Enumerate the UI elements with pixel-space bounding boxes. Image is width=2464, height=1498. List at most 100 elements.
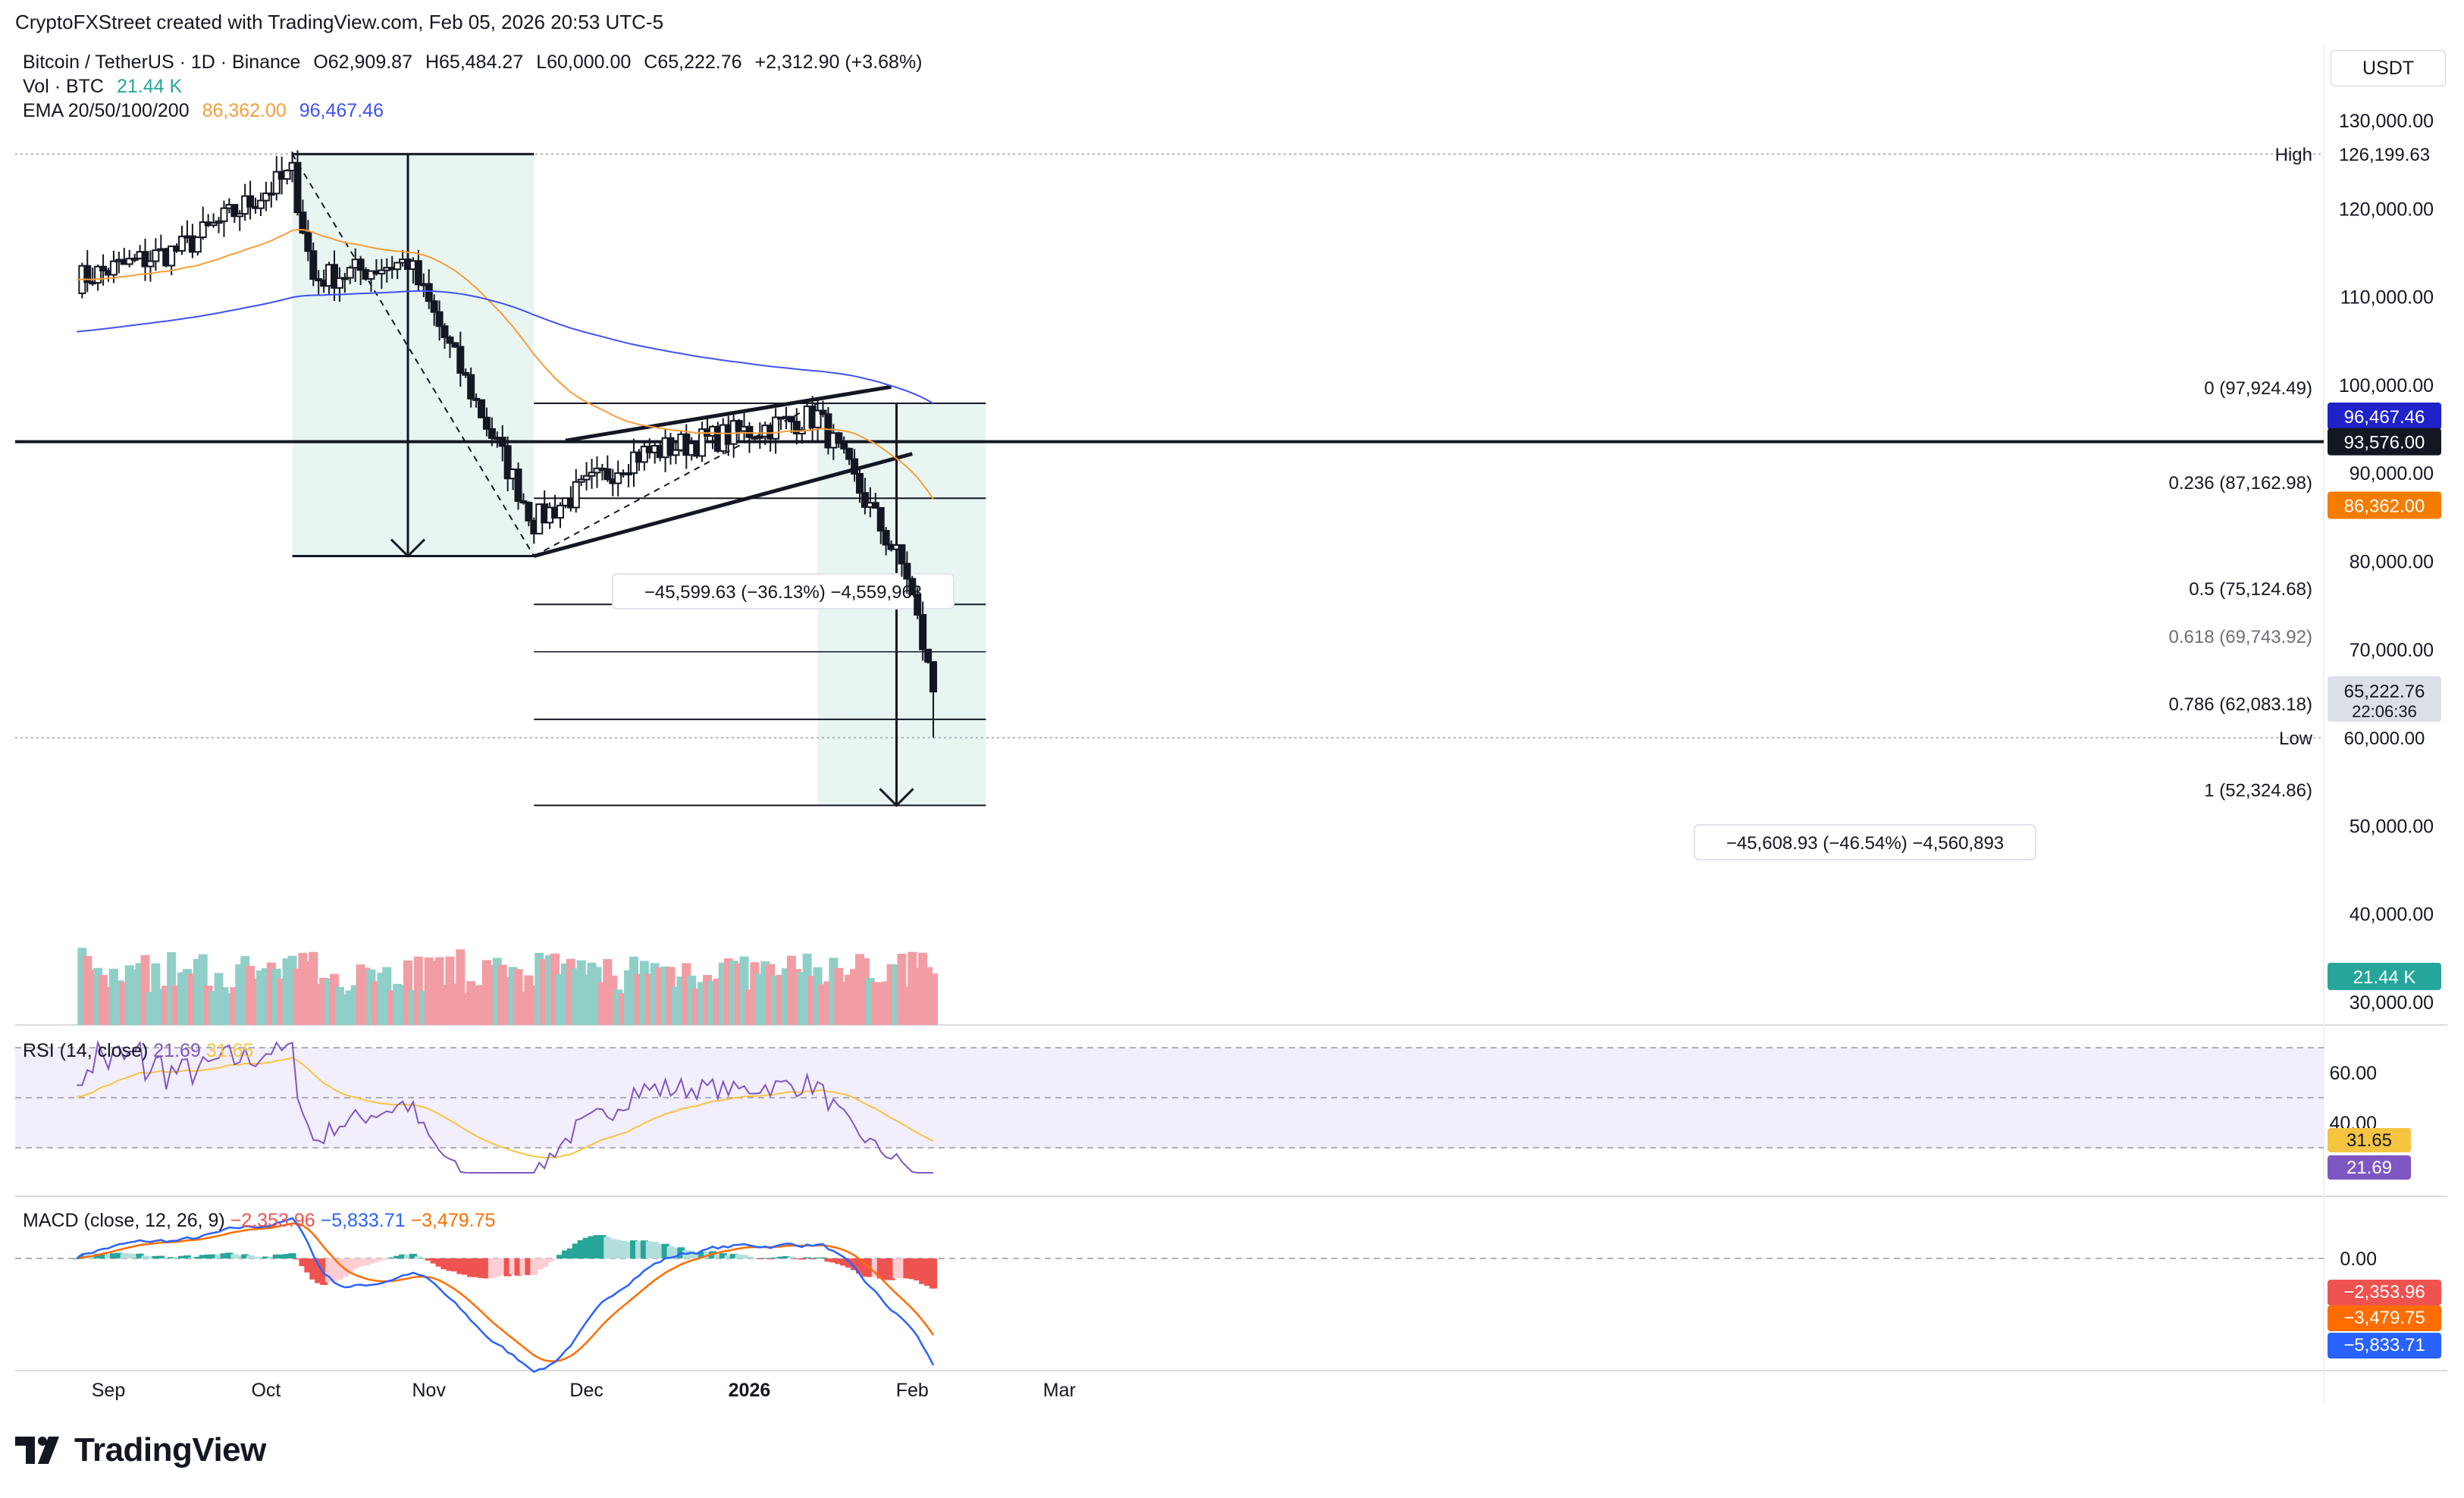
macd-hist-bar (829, 1258, 838, 1263)
macd-hist-bar (487, 1258, 496, 1279)
rsi-ma-badge: 31.65 (2346, 1130, 2392, 1151)
high-badge-label: High (2275, 145, 2312, 165)
macd-label[interactable]: MACD (close, 12, 26, 9) (23, 1210, 225, 1231)
macd-hist-bar (535, 1258, 544, 1270)
price-tick-label: 80,000.00 (2350, 552, 2434, 573)
rsi-tick-label: 60.00 (2329, 1063, 2377, 1084)
macd-hist-bar (882, 1258, 890, 1280)
candle-body (152, 249, 160, 262)
volume-bar (88, 970, 98, 1025)
macd-hist-bar (572, 1243, 580, 1258)
measure-arrowhead-2 (879, 788, 914, 807)
candle-body (882, 530, 890, 546)
time-tick-label: Sep (92, 1380, 125, 1401)
ema200-badge-bg (2328, 402, 2441, 430)
change-value: +2,312.90 (+3.68%) (754, 52, 923, 73)
macd-hist-bar (404, 1255, 412, 1258)
macd-hist-badge-bg (2328, 1280, 2441, 1305)
candle-body (456, 346, 465, 374)
candle-body (309, 250, 318, 280)
candle-body (845, 447, 854, 460)
macd-hist-bar (283, 1254, 291, 1258)
macd-hist-bar (215, 1254, 223, 1258)
time-tick-label: 2026 (729, 1380, 771, 1401)
macd-hist-bar (136, 1253, 144, 1258)
open-value: O62,909.87 (313, 52, 412, 73)
macd-hist-bar (787, 1256, 795, 1258)
macd-line-value: −5,833.71 (320, 1210, 406, 1231)
candle-body (525, 502, 533, 522)
macd-hist-bar (367, 1258, 375, 1264)
macd-zero-label: 0.00 (2340, 1249, 2377, 1270)
candle-body (898, 544, 906, 565)
macd-hist-bar (588, 1236, 596, 1258)
measure-label-2: −45,608.93 (−46.54%) −4,560,893 (1726, 833, 2004, 854)
macd-hist-bar (650, 1242, 659, 1258)
macd-hist-bar (272, 1254, 281, 1258)
macd-signal-value: −3,479.75 (410, 1210, 496, 1231)
time-tick-label: Oct (251, 1380, 281, 1401)
candle-body (356, 259, 365, 271)
macd-hist-bar (729, 1253, 738, 1258)
candle-body (787, 415, 795, 423)
level-badge: 93,576.00 (2344, 433, 2425, 453)
ema-label[interactable]: EMA 20/50/100/200 (23, 100, 190, 121)
macd-hist-bar (666, 1246, 675, 1258)
candle-body (209, 222, 218, 227)
volume-badge: 21.44 K (2353, 967, 2416, 988)
macd-hist-bar (440, 1258, 449, 1270)
macd-hist-bar (493, 1258, 501, 1277)
high-badge: 126,199.63 (2339, 145, 2430, 165)
macd-hist-bar (561, 1250, 569, 1258)
macd-hist-bar (688, 1250, 696, 1258)
candle-body (467, 374, 475, 400)
last-price-badge: 65,222.76 (2344, 682, 2425, 702)
candle-body (393, 262, 402, 271)
rsi-value: 21.69 (153, 1040, 201, 1061)
tradingview-logo[interactable]: TradingView (15, 1431, 266, 1469)
macd-hist-bar (892, 1258, 901, 1279)
macd-hist-bar (929, 1258, 938, 1289)
volume-label[interactable]: Vol · BTC (23, 76, 104, 97)
currency-selector[interactable]: USDT (2331, 50, 2446, 86)
low-badge: 60,000.00 (2344, 729, 2425, 749)
symbol-title[interactable]: Bitcoin / TetherUS · 1D · Binance (23, 52, 301, 73)
macd-hist-bar (320, 1258, 328, 1285)
macd-hist-bar (362, 1258, 370, 1266)
candle-body (168, 245, 176, 267)
candle-body (193, 237, 202, 253)
macd-hist-bar (309, 1258, 318, 1280)
macd-hist-bar (114, 1252, 123, 1258)
macd-hist-bar (530, 1258, 538, 1275)
macd-hist-bar (855, 1258, 864, 1274)
wedge-upper-line (565, 384, 892, 443)
candle-body (672, 449, 680, 456)
macd-hist-bar (262, 1256, 270, 1258)
price-tick-label: 100,000.00 (2339, 375, 2434, 396)
macd-hist-bar (924, 1258, 933, 1286)
rsi-label[interactable]: RSI (14, close) (23, 1040, 149, 1061)
candle-body (772, 416, 780, 440)
candle-body (440, 325, 449, 338)
candle-body (640, 445, 648, 463)
macd-hist-bar (525, 1258, 533, 1275)
macd-legend: MACD (close, 12, 26, 9) −2,353.96 −5,833… (23, 1210, 495, 1232)
high-badge-bg (2328, 140, 2441, 168)
candle-body (482, 416, 491, 430)
candle-body (819, 409, 827, 415)
macd-hist-bar (645, 1241, 654, 1258)
macd-hist-bar (519, 1258, 528, 1275)
macd-hist-bar (256, 1257, 265, 1258)
high-value: H65,484.27 (425, 52, 524, 73)
candle-body (256, 199, 265, 209)
macd-hist-bar (919, 1258, 927, 1284)
candle-body (666, 437, 675, 456)
macd-hist-bar (745, 1256, 754, 1258)
macd-hist-bar (230, 1254, 239, 1258)
candle-body (199, 221, 207, 239)
price-tick-label: 30,000.00 (2350, 992, 2434, 1014)
macd-hist-bar (503, 1258, 512, 1277)
candle-body (330, 264, 338, 289)
macd-hist-bar (304, 1258, 312, 1273)
